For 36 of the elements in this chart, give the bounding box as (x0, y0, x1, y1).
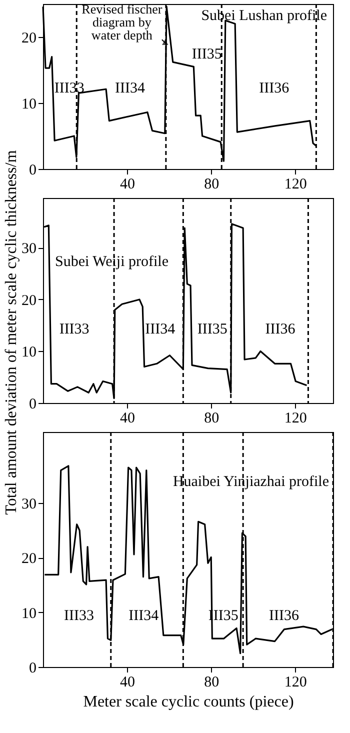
annotation: III36 (259, 80, 290, 96)
x-tick-label: 40 (120, 176, 136, 192)
x-tick-label: 40 (120, 674, 136, 690)
x-tick-label: 40 (120, 410, 136, 426)
y-tick-label: 30 (22, 241, 36, 258)
y-tick-label: 20 (22, 551, 36, 568)
chart-title: Subei Lushan profile (201, 8, 328, 24)
annotation: III34 (145, 321, 176, 338)
x-tick-label: 80 (204, 674, 220, 690)
x-axis-title: Meter scale cyclic counts (piece) (83, 694, 294, 710)
y-tick-label: 0 (29, 396, 36, 412)
y-tick-label: 10 (22, 606, 36, 622)
y-tick-label: 30 (22, 496, 36, 513)
y-tick-label: 0 (29, 660, 36, 676)
x-tick-label: 120 (284, 410, 307, 426)
y-tick-label: 10 (22, 96, 36, 112)
annotation: III33 (64, 608, 94, 624)
annotation: III34 (115, 80, 146, 96)
annotation: III34 (128, 608, 160, 624)
y-tick-label: 0 (29, 162, 36, 178)
annotation: III36 (265, 321, 296, 338)
x-tick-label: 120 (284, 674, 307, 690)
y-axis-title: Total amount deviation of meter scale cyclic thickness/m (3, 150, 20, 515)
text: Huaibei Yinjiazhai profile (172, 474, 330, 490)
annotation: III35 (197, 321, 228, 338)
x-tick-label: 80 (204, 410, 220, 426)
annotation: III33 (59, 321, 90, 338)
annotation: III36 (268, 608, 300, 624)
annotation: III35 (192, 46, 222, 62)
x-tick-label: 80 (204, 176, 220, 192)
y-tick-label: 20 (22, 30, 36, 46)
y-tick-label: 20 (22, 292, 36, 309)
annotation: Revised fischer diagram by water depth (82, 2, 163, 43)
y-tick-label: 10 (22, 344, 36, 361)
x-tick-label: 120 (284, 176, 307, 192)
annotation: III33 (54, 80, 84, 96)
